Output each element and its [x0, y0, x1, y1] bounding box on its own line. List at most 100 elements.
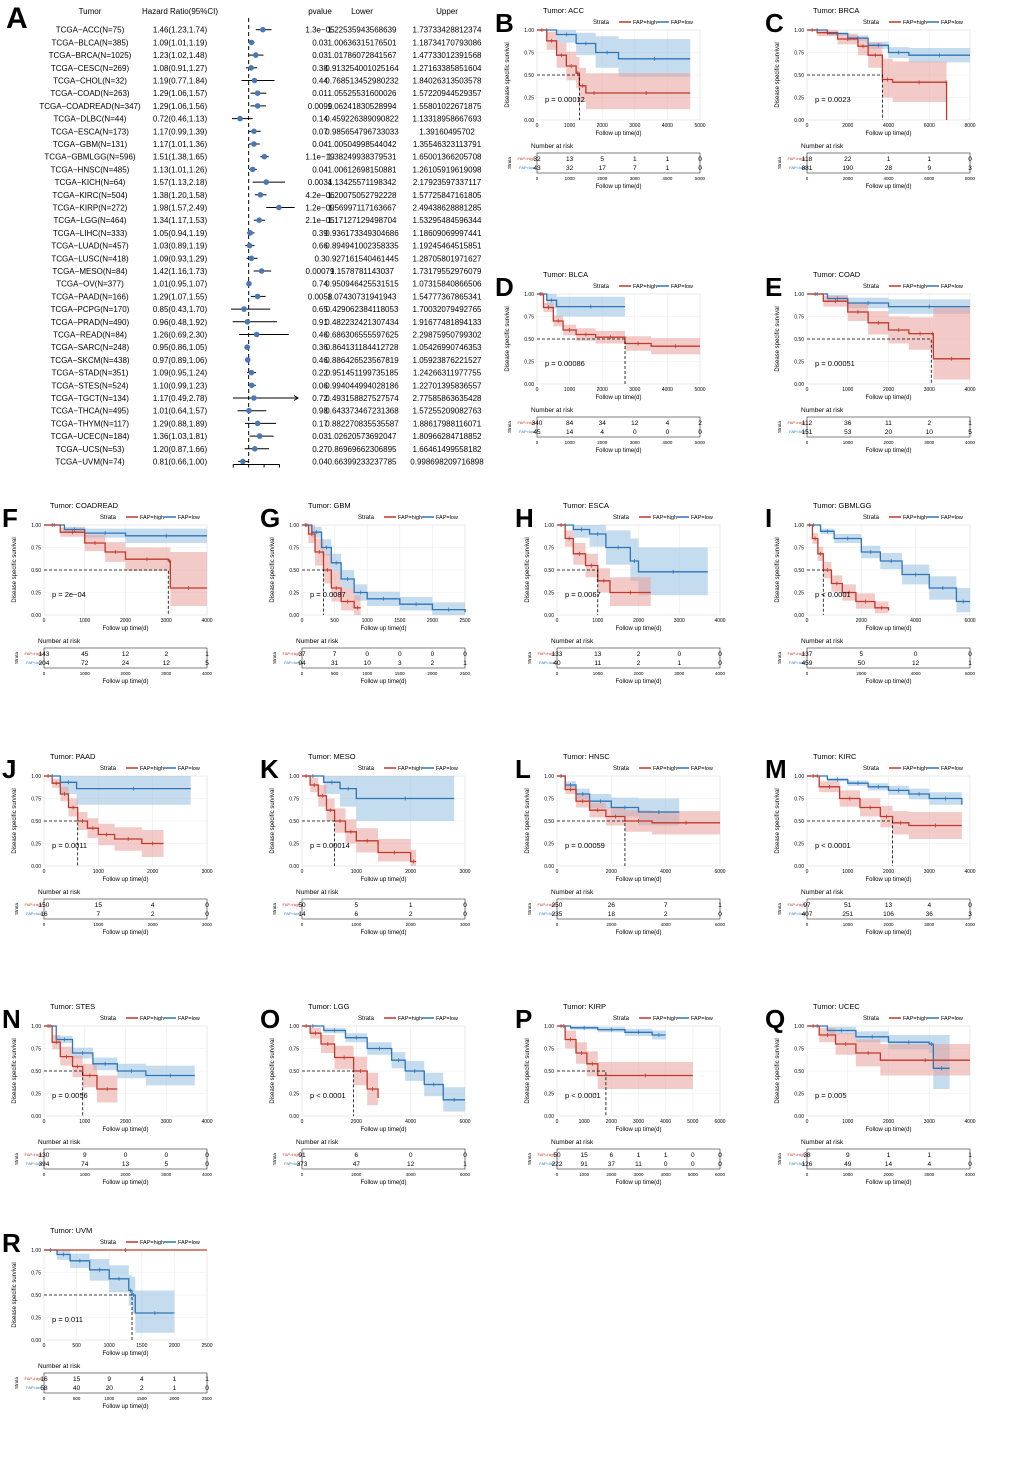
km-risk-low-value: 2	[409, 911, 413, 918]
km-risk-high-value: 137	[802, 651, 813, 658]
km-risk-x-tick-label: 1000	[579, 1172, 590, 1177]
km-risk-label-high: FAP=high	[788, 156, 805, 161]
km-pvalue: p = 2e−04	[52, 590, 86, 599]
km-y-tick-label: 1.00	[794, 292, 804, 298]
km-curve-low	[302, 524, 466, 613]
km-y-tick-label: 0.75	[794, 51, 804, 57]
km-x-tick-label: 3000	[924, 1119, 935, 1125]
forest-row-pvalue: 0.3	[314, 254, 326, 263]
forest-row-tumor: TCGA−KICH(N=64)	[55, 178, 126, 187]
km-ci-band-low	[44, 776, 191, 805]
km-risk-label-low: FAP=low	[789, 660, 805, 665]
km-risk-high-value: 2	[698, 420, 702, 427]
forest-row-lower: 0.913254001025164	[325, 64, 399, 73]
forest-hr-point	[246, 280, 252, 287]
km-x-label: Follow up time(d)	[865, 131, 911, 137]
km-risk-table	[301, 1148, 466, 1170]
km-risk-label-high: FAP=high	[518, 156, 535, 161]
km-x-tick-label: 0	[536, 123, 539, 129]
panel-letter: I	[765, 503, 772, 533]
forest-hr-point	[240, 458, 246, 465]
forest-row-lower: 1.56997117163667	[328, 204, 397, 213]
forest-header-pvalue: pvalue	[308, 7, 332, 16]
km-risk-low-value: 12	[163, 660, 171, 667]
panel-letter: D	[495, 272, 514, 302]
km-legend-strata: Strata	[100, 1240, 117, 1246]
forest-x-tick-label: 1.5	[259, 470, 271, 471]
km-y-tick-label: 1.00	[289, 774, 299, 780]
forest-row-tumor: TCGA−COADREAD(N=347)	[39, 102, 141, 111]
km-legend-strata: Strata	[863, 284, 880, 290]
km-x-label: Follow up time(d)	[102, 626, 148, 632]
km-title: Tumor: KIRC	[813, 752, 857, 761]
km-risk-x-tick-label: 5000	[688, 1172, 699, 1177]
km-x-label: Follow up time(d)	[615, 1127, 661, 1133]
forest-row-upper: 2.77585863635428	[413, 394, 483, 403]
forest-row-hr: 1.29(1.06,1.57)	[153, 89, 208, 98]
km-risk-high-value: 0	[718, 651, 722, 658]
forest-row-upper: 1.39160495702	[419, 127, 475, 136]
km-risk-high-value: 0	[914, 651, 918, 658]
km-x-label: Follow up time(d)	[865, 1127, 911, 1133]
forest-row-hr: 1.42(1.16,1.73)	[153, 267, 208, 276]
km-risk-high-value: 1	[633, 156, 637, 163]
km-risk-high-value: 1	[637, 1152, 641, 1159]
km-y-tick-label: 0.00	[524, 118, 534, 124]
forest-row-upper: 1.47733012391568	[413, 51, 483, 60]
forest-row-hr: 1.20(0.87,1.66)	[153, 445, 208, 454]
km-risk-strata: Strata	[777, 1153, 782, 1166]
km-risk-low-value: 0	[718, 1161, 722, 1168]
km-risk-low-value: 0	[718, 660, 722, 667]
forest-row-hr: 1.19(0.77,1.84)	[153, 77, 208, 86]
km-risk-high-value: 0	[691, 1152, 695, 1159]
panel-letter: N	[2, 1004, 21, 1034]
km-risk-low-value: 0	[698, 165, 702, 172]
km-risk-high-value: 5	[600, 156, 604, 163]
km-risk-low-value: 91	[581, 1161, 589, 1168]
km-title: Tumor: HNSC	[563, 752, 610, 761]
km-risk-x-tick-label: 2500	[460, 671, 471, 676]
km-x-tick-label: 1500	[394, 618, 405, 624]
forest-row-pvalue: 0.0099	[308, 102, 333, 111]
forest-row-lower: 1.38249938379531	[328, 153, 398, 162]
km-y-tick-label: 0.00	[544, 864, 554, 870]
km-risk-low-value: 53	[844, 429, 852, 436]
forest-plot: A Tumor Hazard Ratio(95%CI) pvalue Lower Upp…	[0, 0, 490, 479]
km-risk-x-tick-label: 5000	[695, 440, 706, 445]
forest-row-upper: 1.27163385851604	[413, 64, 483, 73]
forest-row-lower: 0.459226389090822	[325, 115, 399, 124]
forest-row-tumor: TCGA−THCA(N=495)	[51, 407, 129, 416]
km-risk-high-value: 84	[566, 420, 574, 427]
forest-row-pvalue: 4.2e−06	[305, 191, 335, 200]
km-pvalue: p = 0.011	[52, 1315, 83, 1324]
km-legend-low: FAP=low	[671, 20, 693, 26]
km-legend-low: FAP=low	[178, 515, 200, 521]
km-x-tick-label: 1000	[79, 1119, 90, 1125]
km-risk-table	[806, 1148, 971, 1170]
forest-row-hr: 1.29(0.88,1.89)	[153, 419, 208, 428]
km-risk-x-tick-label: 6000	[715, 922, 726, 927]
km-risk-x-label: Follow up time(d)	[865, 184, 911, 190]
forest-row-upper: 1.57220944529357	[413, 89, 483, 98]
km-risk-x-tick-label: 2000	[169, 1396, 180, 1401]
km-risk-x-tick-label: 6000	[965, 671, 976, 676]
km-y-tick-label: 0.50	[31, 568, 41, 574]
forest-row-upper: 1.07315840866506	[413, 280, 483, 289]
km-x-tick-label: 3000	[924, 869, 935, 875]
km-y-tick-label: 0.00	[794, 382, 804, 388]
forest-row-upper: 1.13318958667693	[413, 115, 483, 124]
km-x-label: Follow up time(d)	[615, 877, 661, 883]
km-risk-label-low: FAP=low	[519, 165, 535, 170]
km-risk-high-value: 0	[205, 1152, 209, 1159]
km-risk-strata: Strata	[777, 421, 782, 434]
km-x-tick-label: 3000	[633, 1119, 644, 1125]
km-curve-low	[807, 1025, 950, 1069]
km-pvalue: p = 0.00014	[310, 841, 350, 850]
km-x-label: Follow up time(d)	[360, 626, 406, 632]
forest-row-lower: 1.17127129498704	[328, 216, 398, 225]
km-ci-band-high	[44, 1026, 118, 1103]
km-risk-x-tick-label: 4000	[661, 1172, 672, 1177]
km-risk-strata: Strata	[14, 1153, 19, 1166]
km-risk-x-tick-label: 4000	[715, 671, 726, 676]
km-pvalue: p < 0.0001	[815, 841, 851, 850]
